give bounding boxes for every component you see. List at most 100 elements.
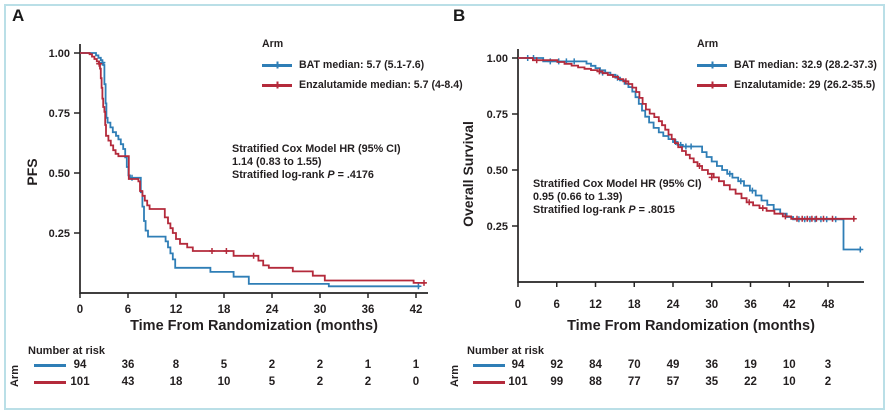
bat-risk-swatch xyxy=(34,364,66,367)
os-stats-annotation: Stratified Cox Model HR (95% CI) 0.95 (0… xyxy=(533,178,702,218)
svg-text:0.75: 0.75 xyxy=(487,109,508,121)
svg-text:30: 30 xyxy=(314,304,327,316)
svg-text:48: 48 xyxy=(822,299,835,311)
risk-count: 19 xyxy=(744,359,757,371)
risk-count: 77 xyxy=(627,376,641,388)
censor-plus-icon xyxy=(708,61,716,69)
risk-count: 70 xyxy=(627,359,641,371)
risk-count: 5 xyxy=(268,376,276,388)
risk-row-enzalutamide: 101 43 18 10 5 2 2 0 xyxy=(0,376,445,390)
legend-entry-enzalutamide: Enzalutamide median: 5.7 (4-8.4) xyxy=(258,75,463,95)
risk-count: 1 xyxy=(364,359,372,371)
svg-text:0.25: 0.25 xyxy=(487,221,508,233)
svg-text:12: 12 xyxy=(170,304,183,316)
panel-label-a: A xyxy=(12,6,25,25)
svg-text:42: 42 xyxy=(410,304,423,316)
p-value: = .8015 xyxy=(635,204,675,217)
risk-count: 2 xyxy=(268,359,276,371)
risk-count: 3 xyxy=(824,359,832,371)
number-at-risk-title: Number at risk xyxy=(28,345,106,357)
censor-plus-icon xyxy=(708,81,716,89)
svg-text:30: 30 xyxy=(705,299,718,311)
risk-count: 2 xyxy=(316,359,324,371)
enzalutamide-line-swatch xyxy=(262,81,292,89)
svg-text:24: 24 xyxy=(667,299,680,311)
legend-label-enzalutamide: Enzalutamide median: 5.7 (4-8.4) xyxy=(299,79,463,91)
panel-overall-survival: 1.00 0.75 0.50 0.25 0 6 12 18 24 30 36 42 48 B Overa… xyxy=(445,0,890,419)
risk-count: 8 xyxy=(172,359,180,371)
bat-line-swatch xyxy=(262,61,292,69)
legend-label-bat: BAT median: 5.7 (5.1-7.6) xyxy=(299,59,425,71)
enzalutamide-risk-swatch xyxy=(34,381,66,384)
p-value: = .4176 xyxy=(334,169,374,182)
legend-label-enzalutamide: Enzalutamide: 29 (26.2-35.5) xyxy=(734,79,876,91)
risk-count: 92 xyxy=(550,359,564,371)
p-symbol: P xyxy=(628,204,636,217)
risk-count: 99 xyxy=(550,376,564,388)
p-symbol: P xyxy=(327,169,335,182)
legend-title: Arm xyxy=(262,38,284,50)
panel-pfs: 1.00 0.75 0.50 0.25 0 6 12 18 24 30 36 42 A PFS Tim… xyxy=(0,6,463,390)
legend-entry-enzalutamide: Enzalutamide: 29 (26.2-35.5) xyxy=(693,75,877,95)
logrank-line: Stratified log-rank P = .4176 xyxy=(232,169,401,182)
risk-count: 49 xyxy=(666,359,680,371)
legend-label-bat: BAT median: 32.9 (28.2-37.3) xyxy=(734,59,877,71)
svg-text:1.00: 1.00 xyxy=(487,53,508,65)
svg-text:36: 36 xyxy=(744,299,757,311)
logrank-prefix: Stratified log-rank xyxy=(533,204,629,217)
pfs-y-axis-title: PFS xyxy=(24,158,40,186)
risk-row-bat: 94 36 8 5 2 2 1 1 xyxy=(0,359,445,373)
risk-count: 35 xyxy=(705,376,719,388)
bat-line-swatch xyxy=(697,61,727,69)
hr-value-line: 1.14 (0.83 to 1.55) xyxy=(232,156,322,169)
panel-label-b: B xyxy=(453,6,466,25)
svg-text:24: 24 xyxy=(266,304,279,316)
enzalutamide-line-swatch xyxy=(697,81,727,89)
censor-plus-icon xyxy=(273,81,281,89)
svg-text:0: 0 xyxy=(77,304,83,316)
svg-text:0.75: 0.75 xyxy=(49,108,70,120)
risk-count: 94 xyxy=(73,359,87,371)
svg-text:0: 0 xyxy=(515,299,521,311)
os-y-axis-title: Overall Survival xyxy=(460,121,476,227)
risk-count: 2 xyxy=(316,376,324,388)
pfs-x-axis-title: Time From Randomization (months) xyxy=(130,318,378,334)
bat-risk-swatch xyxy=(473,364,505,367)
risk-row-bat: 94 92 84 70 49 36 19 10 3 xyxy=(445,359,890,373)
svg-text:18: 18 xyxy=(218,304,231,316)
legend-entry-bat: BAT median: 5.7 (5.1-7.6) xyxy=(258,55,463,75)
svg-text:0.50: 0.50 xyxy=(487,165,508,177)
svg-text:18: 18 xyxy=(628,299,641,311)
logrank-prefix: Stratified log-rank xyxy=(232,169,328,182)
risk-count: 18 xyxy=(169,376,183,388)
risk-count: 57 xyxy=(666,376,680,388)
hr-title-line: Stratified Cox Model HR (95% CI) xyxy=(232,143,401,155)
legend-title: Arm xyxy=(697,38,719,50)
censor-plus-icon xyxy=(273,61,281,69)
risk-count: 5 xyxy=(220,359,228,371)
svg-text:0.25: 0.25 xyxy=(49,228,70,240)
risk-count: 0 xyxy=(412,376,420,388)
risk-row-enzalutamide: 101 99 88 77 57 35 22 10 2 xyxy=(445,376,890,390)
risk-count: 2 xyxy=(364,376,372,388)
hr-title-line: Stratified Cox Model HR (95% CI) xyxy=(533,178,702,190)
risk-count: 101 xyxy=(70,376,90,388)
risk-count: 43 xyxy=(121,376,135,388)
os-x-axis-title: Time From Randomization (months) xyxy=(567,318,815,334)
risk-count: 1 xyxy=(412,359,420,371)
svg-text:6: 6 xyxy=(554,299,560,311)
hr-value-line: 0.95 (0.66 to 1.39) xyxy=(533,191,623,204)
enzalutamide-risk-swatch xyxy=(473,381,505,384)
risk-count: 36 xyxy=(705,359,719,371)
risk-count: 84 xyxy=(589,359,602,371)
risk-count: 22 xyxy=(744,376,757,388)
risk-count: 94 xyxy=(511,359,525,371)
risk-count: 36 xyxy=(121,359,135,371)
svg-text:42: 42 xyxy=(783,299,796,311)
risk-count: 10 xyxy=(782,359,796,371)
risk-count: 10 xyxy=(217,376,231,388)
logrank-line: Stratified log-rank P = .8015 xyxy=(533,204,702,217)
risk-count: 88 xyxy=(589,376,602,388)
pfs-legend: Arm BAT median: 5.7 (5.1-7.6) Enzalutami… xyxy=(258,38,463,95)
